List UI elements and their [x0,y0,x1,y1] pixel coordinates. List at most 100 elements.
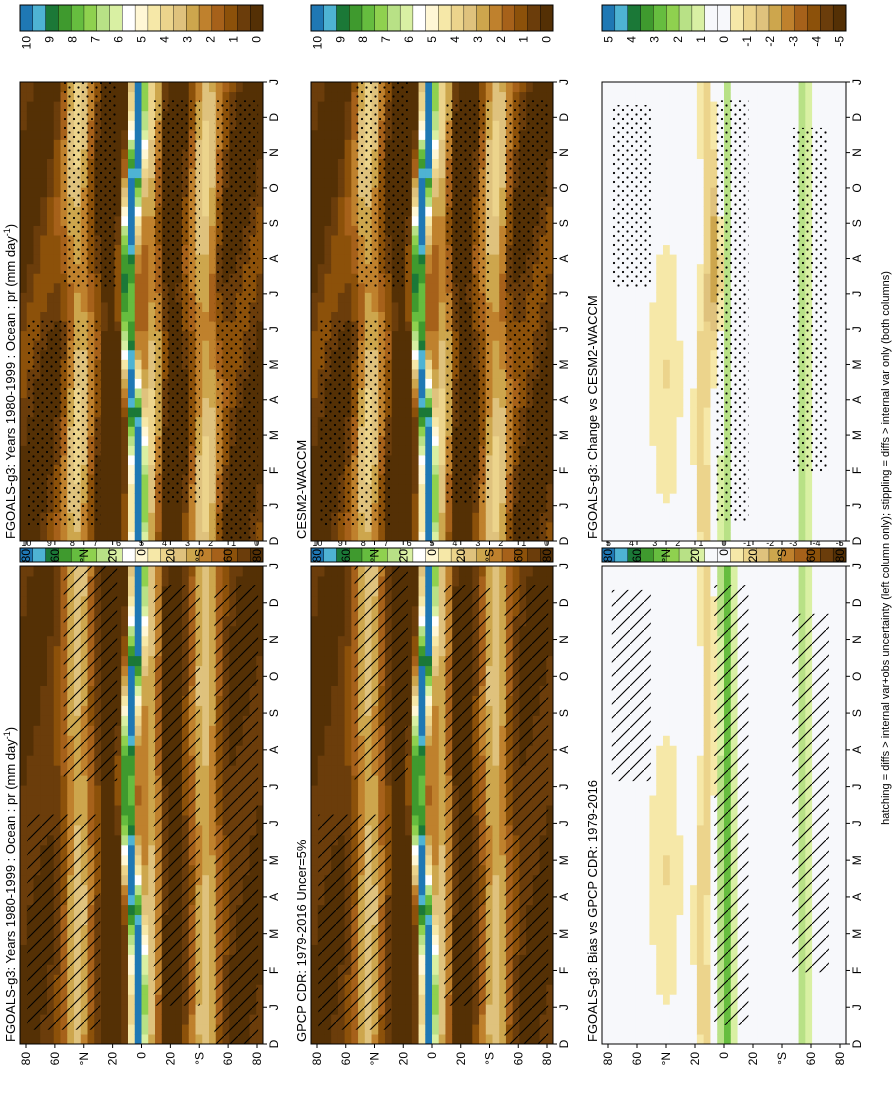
heatmap-cell [311,646,318,656]
heatmap-cell [338,646,345,656]
heatmap-cell [405,1014,412,1024]
heatmap-cell [432,666,439,676]
heatmap-cell [128,197,135,207]
heatmap-cell [425,725,432,735]
heatmap-cell [81,1034,88,1044]
heatmap-cell [101,312,108,322]
heatmap-cell [81,785,88,795]
heatmap-cell [20,915,27,925]
heatmap-cell [425,825,432,835]
heatmap-cell [493,606,500,616]
heatmap-cell [432,596,439,606]
heatmap-cell [405,934,412,944]
month-tick-label: D [267,1039,281,1048]
heatmap-cell [392,875,399,885]
panel-title-close: ) [3,224,18,228]
heatmap-cell [27,187,34,197]
heatmap-cell [128,725,135,735]
heatmap-cell [34,666,41,676]
heatmap-cell [108,855,115,865]
heatmap-cell [135,292,142,302]
heatmap-cell [405,885,412,895]
heatmap-cell [121,225,128,235]
heatmap-cell [47,139,54,149]
heatmap-cell [20,206,27,216]
heatmap-cell [365,805,372,815]
heatmap-cell [115,350,122,360]
heatmap-cell [108,292,115,302]
heatmap-cell [202,915,209,925]
heatmap-cell [202,283,209,293]
heatmap-cell [425,795,432,805]
heatmap-cell [412,1014,419,1024]
heatmap-cell [311,715,318,725]
heatmap-cell [47,676,54,686]
heatmap-cell [40,705,47,715]
heatmap-cell [128,292,135,302]
heatmap-cell [425,1024,432,1034]
heatmap-cell [121,302,128,312]
heatmap-cell [331,626,338,636]
heatmap-cell [27,1034,34,1044]
heatmap-cell [223,92,230,102]
heatmap-cell [121,745,128,755]
heatmap-cell [115,984,122,994]
heatmap-cell [493,566,500,576]
heatmap-cell [101,292,108,302]
heatmap-cell [311,576,318,586]
heatmap-cell [128,885,135,895]
heatmap-cell [47,606,54,616]
heatmap-cell [392,895,399,905]
heatmap-cell [128,636,135,646]
heatmap-cell [142,197,149,207]
heatmap-cell [324,695,331,705]
heatmap-cell [135,1024,142,1034]
heatmap-cell [101,1034,108,1044]
heatmap-cell [54,283,61,293]
heatmap-cell [115,531,122,541]
heatmap-cell [493,795,500,805]
heatmap-cell [472,1034,479,1044]
heatmap-cell [405,1024,412,1034]
heatmap-cell [345,616,352,626]
heatmap-cell [142,388,149,398]
heatmap-cell [135,312,142,322]
heatmap-cell [108,1024,115,1034]
heatmap-cell [425,656,432,666]
heatmap-cell [40,139,47,149]
heatmap-cell [175,522,182,532]
heatmap-cell [202,885,209,895]
heatmap-cell [311,925,318,935]
heatmap-cell [115,905,122,915]
heatmap-cell [419,656,426,666]
heatmap-cell [135,905,142,915]
heatmap-cell [54,206,61,216]
heatmap-cell [432,686,439,696]
heatmap-cell [128,398,135,408]
heatmap-cell [128,359,135,369]
heatmap-cell [392,964,399,974]
heatmap-cell [331,656,338,666]
heatmap-cell [47,785,54,795]
heatmap-cell [425,566,432,576]
heatmap-cell [398,885,405,895]
heatmap-cell [115,417,122,427]
heatmap-cell [175,576,182,586]
heatmap-cell [202,1004,209,1014]
heatmap-cell [412,755,419,765]
heatmap-cell [311,626,318,636]
heatmap-cell [47,656,54,666]
heatmap-cell [493,695,500,705]
heatmap-cell [439,1014,446,1024]
heatmap-cell [338,705,345,715]
heatmap-cell [115,974,122,984]
heatmap-cell [20,101,27,111]
heatmap-cell [101,331,108,341]
heatmap-cell [202,755,209,765]
heatmap-cell [20,934,27,944]
heatmap-cell [142,1014,149,1024]
heatmap-cell [67,1034,74,1044]
heatmap-cell [405,825,412,835]
heatmap-cell [20,775,27,785]
heatmap-cell [27,755,34,765]
